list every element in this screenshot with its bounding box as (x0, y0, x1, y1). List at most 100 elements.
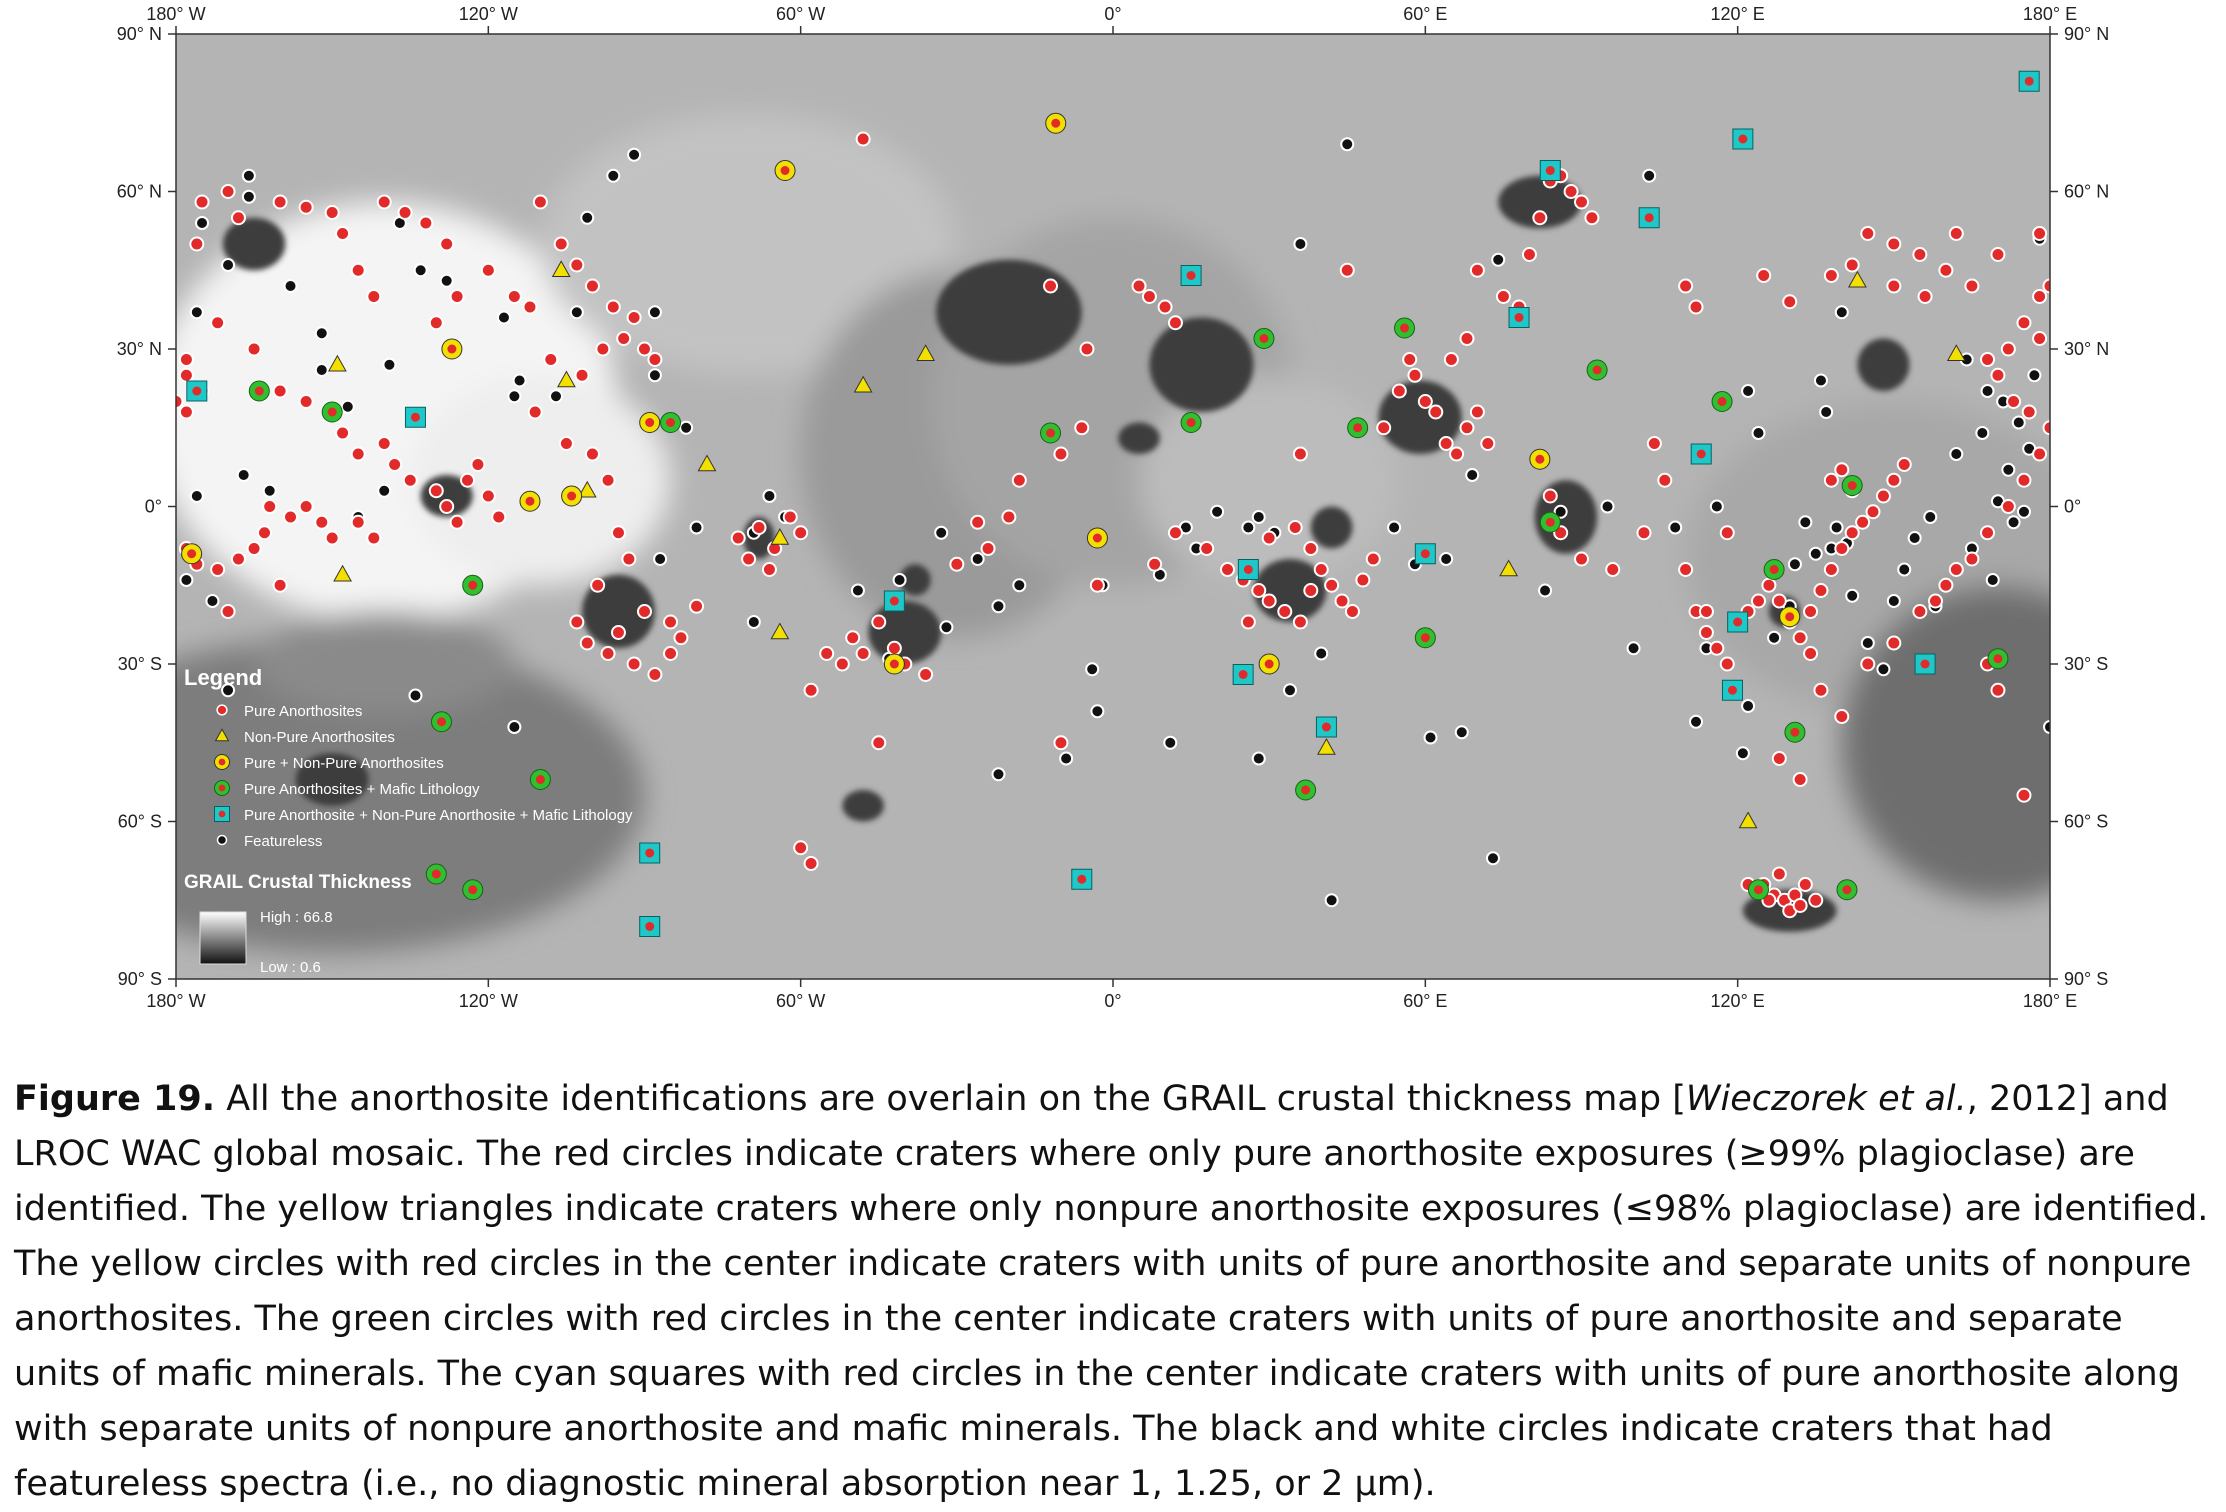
site-featureless (569, 305, 584, 320)
site-pure (1980, 352, 1996, 367)
site-pure-nonpure (639, 412, 661, 433)
site-featureless (2043, 720, 2050, 734)
site-featureless (1282, 683, 1297, 698)
site-featureless (439, 273, 454, 288)
site-pure-mafic (1784, 721, 1806, 743)
site-featureless (1689, 714, 1704, 729)
site-pure (298, 499, 314, 514)
site-pure-mafic (1295, 779, 1317, 801)
site-pure (595, 341, 611, 357)
site-pure-nonpure-mafic (1727, 611, 1749, 633)
site-pure (366, 289, 382, 304)
site-pure (1438, 436, 1454, 451)
lat-tick-label: 90° S (2064, 969, 2108, 989)
site-pure (1688, 299, 1704, 315)
site-pure-mafic (430, 711, 452, 733)
site-featureless (2027, 368, 2042, 383)
site-pure (2032, 226, 2048, 241)
site-pure (855, 131, 871, 147)
site-pure (1365, 551, 1381, 567)
site-pure (1948, 562, 1964, 577)
site-pure (1938, 577, 1954, 593)
shading-patch (176, 637, 645, 953)
site-pure-nonpure (214, 754, 230, 770)
site-featureless (1340, 137, 1355, 152)
site-pure (1886, 635, 1902, 651)
site-pure (1344, 604, 1360, 619)
site-pure (1563, 184, 1579, 199)
site-pure (1844, 525, 1860, 541)
site-pure (220, 604, 236, 619)
site-featureless (991, 767, 1006, 782)
site-pure (230, 210, 246, 226)
site-featureless (892, 573, 907, 587)
site-featureless (512, 373, 527, 388)
site-pure (1469, 404, 1485, 420)
site-pure-mafic (425, 863, 447, 885)
site-nonpure (770, 622, 790, 640)
site-pure (1886, 278, 1902, 294)
site-pure (418, 215, 434, 231)
site-pure (272, 194, 288, 210)
site-pure (1756, 268, 1772, 283)
lon-tick-label: 180° E (2023, 4, 2077, 24)
site-featureless (1735, 746, 1750, 761)
site-featureless (195, 216, 210, 230)
site-pure (886, 640, 902, 656)
site-featureless (2006, 515, 2021, 530)
site-pure (803, 856, 819, 871)
site-pure (335, 425, 351, 441)
grail-color-ramp (199, 911, 247, 965)
site-pure-nonpure (774, 160, 796, 181)
site-pure-mafic (462, 879, 484, 901)
site-nonpure (214, 728, 230, 742)
site-pure (480, 488, 496, 504)
site-featureless (679, 420, 694, 435)
site-pure (1886, 236, 1902, 252)
site-featureless (1798, 515, 1813, 530)
site-pure (918, 667, 934, 682)
site-pure (1313, 562, 1329, 577)
site-featureless (1975, 426, 1990, 440)
site-pure (1261, 593, 1277, 609)
site-pure-nonpure-mafic (1414, 543, 1436, 565)
shading-patch (540, 112, 957, 376)
site-pure-mafic (1747, 879, 1769, 901)
site-nonpure (1317, 737, 1336, 755)
legend-label-pure-mafic: Pure Anorthosites + Mafic Lithology (244, 781, 480, 798)
site-featureless (1423, 730, 1438, 745)
site-pure (871, 614, 887, 630)
site-pure (2016, 472, 2032, 488)
grail-low-label: Low : 0.6 (260, 959, 321, 976)
site-pure (439, 499, 455, 514)
site-featureless (408, 688, 423, 703)
site-featureless (762, 489, 777, 503)
legend-label-featureless: Featureless (244, 833, 322, 850)
site-featureless (939, 620, 954, 635)
caption-text-1: All the anorthosite identifications are … (215, 1079, 1686, 1119)
legend-items: Pure Anorthosites Non-Pure Anorthosites Pu… (214, 703, 633, 850)
lon-tick-label: 120° E (1711, 991, 1765, 1011)
site-featureless (1819, 405, 1834, 419)
site-pure (610, 625, 626, 640)
site-pure (1053, 735, 1069, 751)
site-nonpure (853, 375, 873, 393)
shading-patch (254, 611, 515, 717)
site-featureless (1876, 662, 1891, 677)
figure-caption: Figure 19. All the anorthosite identific… (14, 1072, 2212, 1512)
site-pure (1797, 877, 1813, 892)
site-pure (605, 299, 621, 315)
site-pure (1574, 194, 1589, 210)
site-featureless (382, 357, 397, 372)
site-nonpure (551, 260, 571, 278)
mare-mare-humorum (868, 601, 942, 664)
site-pure (1709, 640, 1725, 656)
site-pure (621, 551, 637, 567)
site-pure (1750, 593, 1766, 609)
site-featureless (746, 615, 761, 629)
site-pure-nonpure-mafic (1315, 716, 1337, 738)
site-pure (178, 367, 194, 383)
site-pure-nonpure-mafic (1690, 443, 1712, 465)
site-pure (558, 436, 574, 451)
site-pure (210, 315, 226, 331)
